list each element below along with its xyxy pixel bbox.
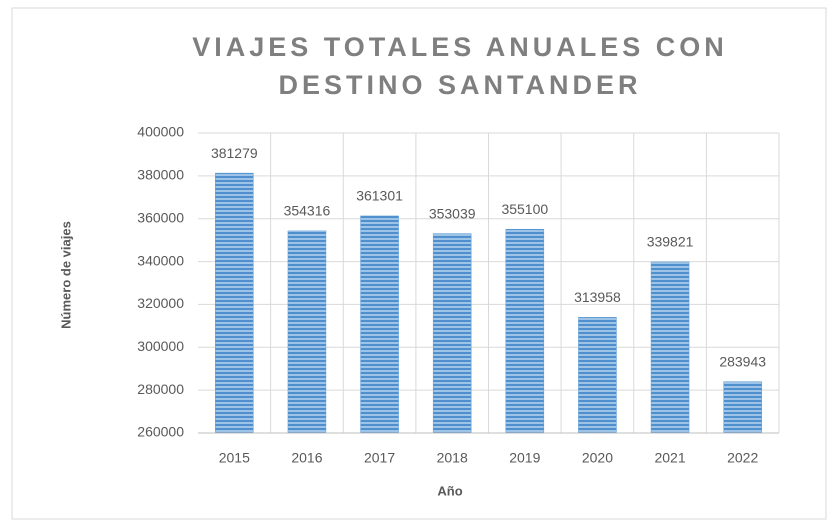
y-tick-label: 260000 — [137, 424, 184, 440]
y-tick-label: 280000 — [137, 381, 184, 397]
y-tick-label: 340000 — [137, 252, 184, 268]
y-tick-label: 320000 — [137, 295, 184, 311]
data-label: 339821 — [647, 234, 694, 250]
data-label: 361301 — [356, 188, 403, 204]
data-label: 353039 — [429, 205, 476, 221]
bar — [432, 233, 472, 434]
data-label: 283943 — [719, 353, 766, 369]
x-tick-label: 2022 — [727, 450, 758, 466]
data-label: 354316 — [284, 203, 331, 219]
x-tick-label: 2015 — [219, 450, 250, 466]
bar — [287, 230, 327, 434]
y-tick-label: 360000 — [137, 209, 184, 225]
bar — [360, 215, 399, 434]
x-tick-label: 2018 — [437, 450, 468, 466]
y-tick-label: 380000 — [137, 167, 184, 183]
bar — [505, 228, 545, 434]
y-tick-label: 400000 — [137, 124, 184, 140]
chart-border — [11, 7, 827, 520]
data-label: 381279 — [211, 145, 258, 161]
bar — [723, 381, 762, 434]
x-tick-label: 2016 — [291, 450, 322, 466]
x-axis-label: Año — [437, 483, 462, 498]
x-tick-label: 2017 — [364, 450, 395, 466]
y-tick-label: 300000 — [137, 338, 184, 354]
data-label: 355100 — [501, 201, 548, 217]
chart-title: VIAJES TOTALES ANUALES CON DESTINO SANTA… — [192, 32, 728, 100]
x-tick-label: 2021 — [654, 450, 685, 466]
bar — [215, 172, 254, 434]
bar — [650, 261, 690, 434]
x-tick-label: 2019 — [509, 450, 540, 466]
y-axis-label: Número de viajes — [58, 221, 73, 329]
x-tick-label: 2020 — [582, 450, 613, 466]
bar — [578, 317, 617, 434]
data-label: 313958 — [574, 289, 621, 305]
